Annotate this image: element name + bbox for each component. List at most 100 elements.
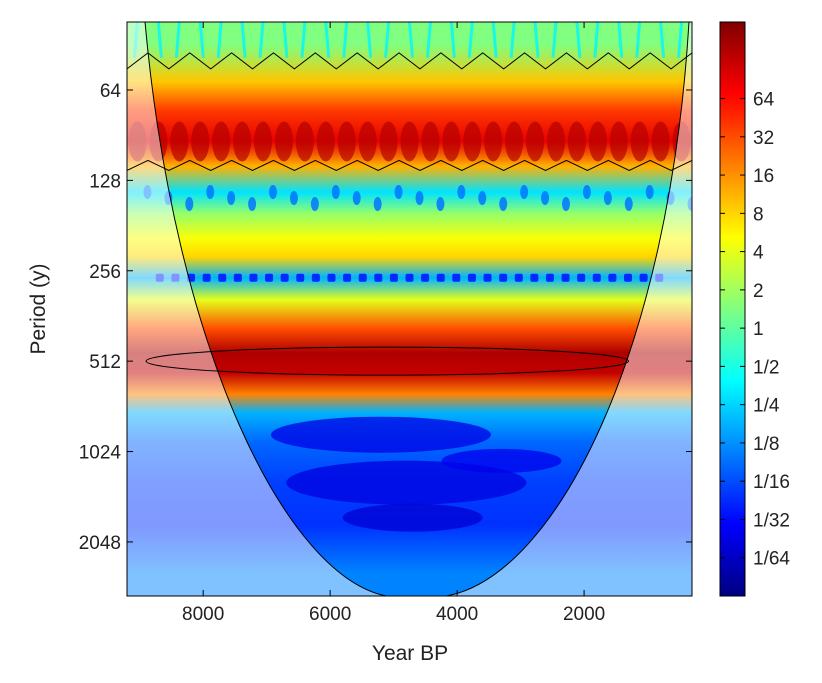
high-freq-streak [408,22,414,58]
high-freq-streak [300,22,307,58]
x-tick-label: 4000 [436,604,478,625]
high-freq-streak [240,22,247,58]
x-tick-label: 8000 [182,604,224,625]
low-power-dot [358,273,367,282]
low-power-dot [452,273,461,282]
low-power-blob [603,191,612,206]
low-power-dot [561,273,570,282]
y-axis-title: Period (y) [27,263,50,354]
minimum-power-patch [342,503,483,532]
low-power-dot [280,273,289,282]
colorbar-tick-label: 4 [753,243,764,264]
colorbar-tick-label: 1/16 [753,472,790,493]
y-tick-label: 512 [89,352,121,373]
low-power-dot [639,273,648,282]
low-power-dot [421,273,430,282]
low-power-blob [248,197,257,212]
colorbar-tick-label: 1/4 [753,396,780,417]
high-freq-streak [509,22,516,58]
x-axis-title: Year BP [372,642,448,665]
y-tick-label: 128 [89,171,121,192]
low-power-dot [608,273,617,282]
high-freq-streak [384,22,391,58]
power-peak-blob [546,121,565,162]
plot-frame [126,21,693,597]
low-power-blob [227,191,236,206]
high-freq-streak [467,22,474,58]
low-power-dot [389,273,398,282]
colorbar-tick-label: 1/8 [753,434,779,455]
y-tick-label: 2048 [79,533,121,554]
colorbar-tick-label: 64 [753,90,775,111]
low-power-dot [545,273,554,282]
power-peak-blob [463,121,482,162]
power-peak-blob [400,121,419,162]
cone-of-influence-shading [127,22,692,596]
significance-contour-512 [145,346,630,376]
low-power-blob [436,197,445,212]
power-peak-blob [651,121,670,162]
power-peak-blob [295,121,314,162]
low-power-dot [499,273,508,282]
low-power-blob [499,197,508,212]
low-power-dot [483,273,492,282]
colorbar-tick-label: 16 [753,166,774,187]
low-power-dot [577,273,586,282]
power-peak-blob [274,121,293,162]
low-power-blob [331,185,340,200]
low-power-dot [202,273,211,282]
high-freq-streak [635,22,642,58]
power-peak-blob [588,121,607,162]
low-power-dot [514,273,523,282]
low-power-dot [311,273,320,282]
power-peak-blob [630,121,649,162]
colorbar-tick-label: 1 [753,319,764,340]
colorbar-tick-label: 2 [753,281,764,302]
colorbar-tick-label: 8 [753,204,764,225]
colorbar-frame [719,21,746,597]
power-peak-blob [505,121,524,162]
low-power-dot [467,273,476,282]
power-peak-blob [316,121,335,162]
power-peak-blob [170,121,189,162]
low-power-dot [233,273,242,282]
high-freq-streak [575,22,582,58]
cone-of-influence-boundary [144,22,690,596]
low-power-dot [218,273,227,282]
low-power-dot [530,273,539,282]
high-freq-streak [659,22,666,58]
power-texture [128,22,692,532]
low-power-blob [373,197,382,212]
x-axis: 8000 6000 4000 2000 [182,22,605,625]
minimum-power-patch [270,416,491,453]
high-freq-streak [617,22,624,58]
low-power-dot [405,273,414,282]
low-power-dot [436,273,445,282]
power-peak-blob [421,121,440,162]
power-peak-blob [358,121,377,162]
significance-contour-top [127,52,692,70]
low-power-blob [352,191,361,206]
plot-area [127,22,692,596]
high-freq-streak [324,22,331,58]
high-freq-streak [198,22,205,58]
power-peak-blob [567,121,586,162]
power-peak-blob [254,121,273,162]
low-power-blob [415,191,424,206]
low-power-blob [394,185,403,200]
low-power-blob [624,197,633,212]
power-peak-blob [212,121,231,162]
power-peak-blob [379,121,398,162]
y-axis: 64 128 256 512 1024 2048 [79,81,692,554]
y-tick-label: 256 [89,262,121,283]
high-freq-streak [258,22,265,58]
colorbar-fill [720,22,745,596]
low-power-blob [289,191,298,206]
low-power-blob [206,185,215,200]
power-peak-blob [609,121,628,162]
power-peak-blob [191,121,210,162]
low-power-blob [520,185,529,200]
colorbar: 64 32 16 8 4 2 1 1/2 1/4 1/8 1/16 1/32 1/64 [719,21,790,597]
low-power-blob [478,191,487,206]
